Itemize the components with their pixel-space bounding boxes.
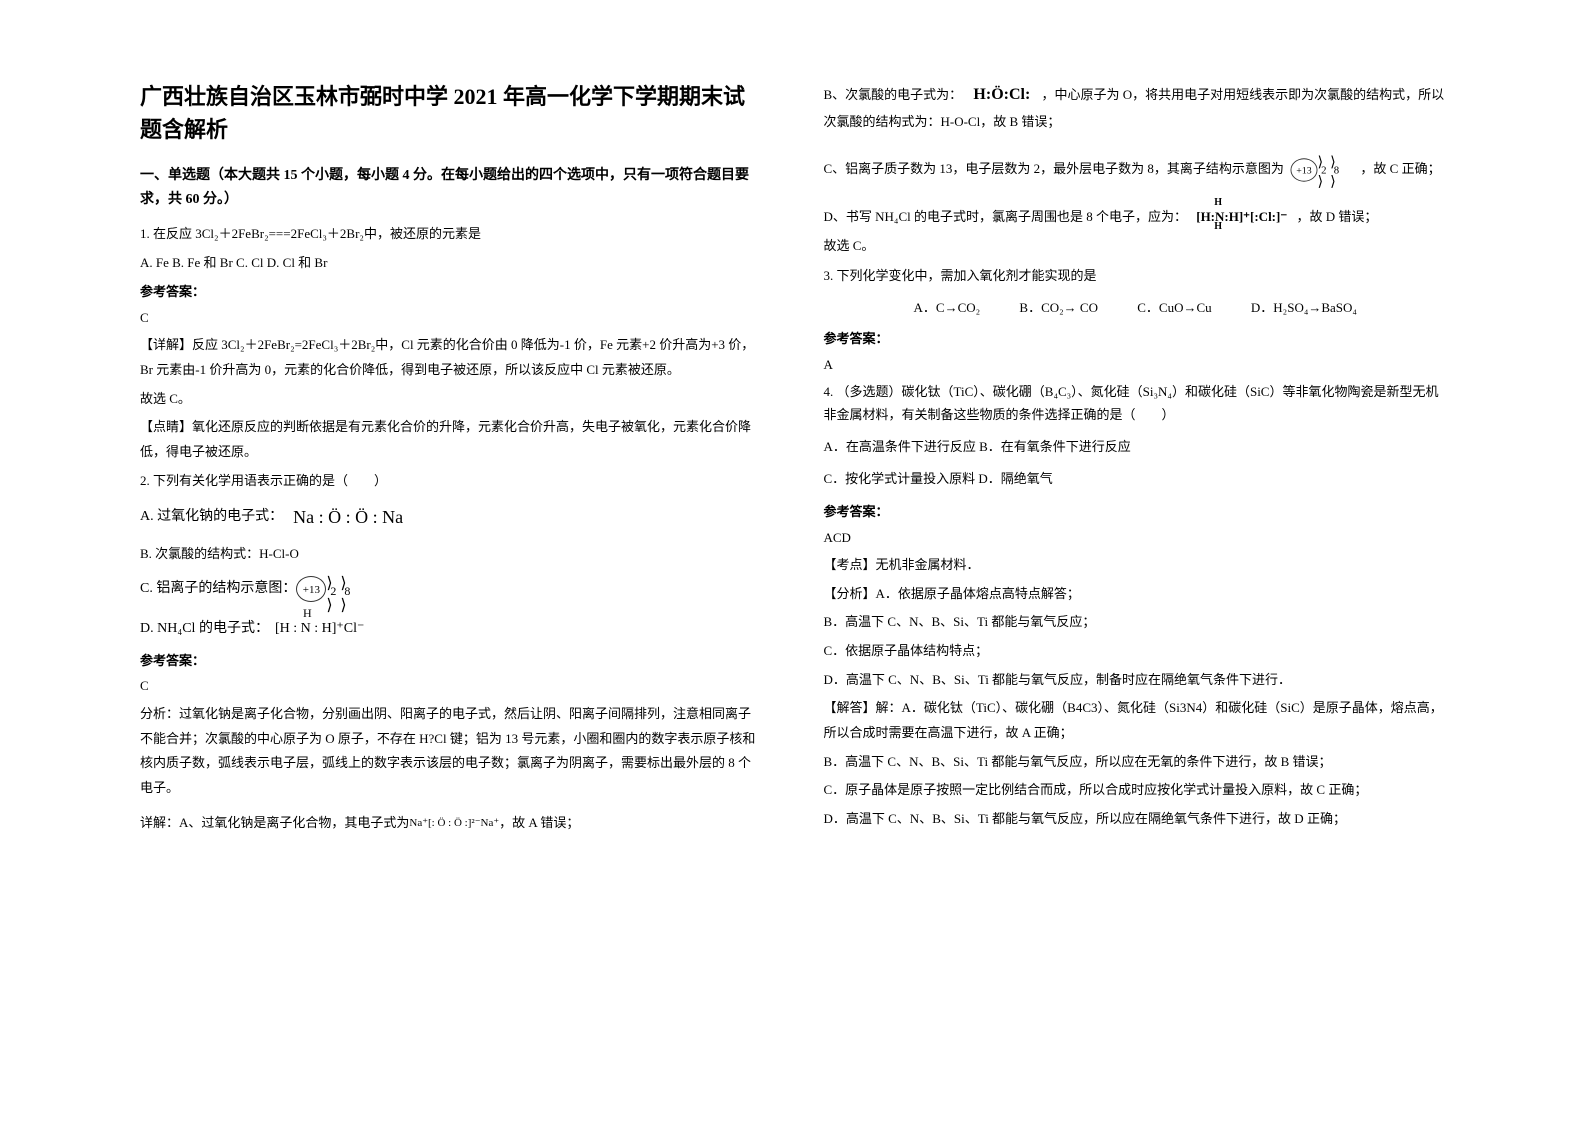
q2-detailB: B、次氯酸的电子式为： H:Ö:Cl: ，中心原子为 O，将共用电子对用短线表示… — [824, 80, 1448, 135]
q4-answer: ACD — [824, 526, 1448, 549]
document-title: 广西壮族自治区玉林市弼时中学 2021 年高一化学下学期期末试题含解析 — [140, 80, 764, 146]
q3-options: A．C→CO₂ B．CO₂→ CO C．CuO→Cu D．H₂SO₄→BaSO₄ — [824, 296, 1448, 319]
q4-jieda-d: D．高温下 C、N、B、Si、Ti 都能与氧气反应，所以应在隔绝氧气条件下进行，… — [824, 807, 1448, 832]
q2-optD-prefix: D. NH₄Cl 的电子式： — [140, 614, 269, 645]
q2-answer: C — [140, 674, 764, 697]
q4-fenxi-c: C．依据原子晶体结构特点； — [824, 639, 1448, 664]
q2-detailA-prefix: 详解：A、过氧化钠是离子化合物，其电子式为 — [140, 815, 409, 830]
nucleus: +13 — [1291, 158, 1318, 181]
q4-optCD: C．按化学式计量投入原料 D．隔绝氧气 — [824, 467, 1448, 492]
q4-optA: A．在高温条件下进行反应 — [824, 439, 976, 454]
shell-1: 2 — [1321, 160, 1326, 181]
q4-optD: D．隔绝氧气 — [978, 471, 1052, 486]
q2-detailC-prefix: C、铝离子质子数为 13，电子层数为 2，最外层电子数为 8，其离子结构示意图为 — [824, 161, 1284, 176]
q3-optA: A．C→CO₂ — [914, 296, 981, 319]
right-column: B、次氯酸的电子式为： H:Ö:Cl: ，中心原子为 O，将共用电子对用短线表示… — [794, 80, 1468, 1082]
shell-1: 2 — [330, 578, 336, 604]
q1-answer: C — [140, 306, 764, 329]
q2-detailD-formula: [H:N:H]⁺[:Cl:]⁻ — [1196, 209, 1287, 224]
section-header: 一、单选题（本大题共 15 个小题，每小题 4 分。在每小题给出的四个选项中，只… — [140, 164, 764, 212]
q3-text: 3. 下列化学变化中，需加入氧化剂才能实现的是 — [824, 264, 1448, 287]
q2-optD-formula: [H : N : H]⁺Cl⁻ — [275, 621, 364, 636]
q1-text: 1. 在反应 3Cl₂＋2FeBr₂===2FeCl₃＋2Br₂中，被还原的元素… — [140, 222, 764, 245]
nucleus: +13 — [296, 576, 326, 602]
q2-optA-prefix: A. 过氧化钠的电子式： — [140, 502, 283, 533]
h-bottom: H — [1214, 217, 1222, 236]
q1-detail: 【详解】反应 3Cl₂＋2FeBr₂=2FeCl₃＋2Br₂中，Cl 元素的化合… — [140, 333, 764, 382]
q2-detailA-suffix: ，故 A 错误； — [499, 815, 579, 830]
q4-fenxi-a: 【分析】A．依据原子晶体熔点高特点解答； — [824, 582, 1448, 607]
q2-optC-prefix: C. 铝离子的结构示意图： — [140, 574, 296, 605]
q2-optA-formula: Na : Ö : Ö : Na — [293, 498, 403, 538]
q3-optC: C．CuO→Cu — [1137, 296, 1211, 319]
q4-answer-label: 参考答案： — [824, 500, 1448, 523]
q2-optD: D. NH₄Cl 的电子式： H [H : N : H]⁺Cl⁻ — [140, 614, 764, 645]
q3-answer: A — [824, 353, 1448, 376]
q4-kaodian: 【考点】无机非金属材料． — [824, 553, 1448, 578]
aluminum-ion-diagram-2: +13 ⟩ ⟩ ⟩ ⟩ 2 8 — [1291, 151, 1354, 189]
left-column: 广西壮族自治区玉林市弼时中学 2021 年高一化学下学期期末试题含解析 一、单选… — [120, 80, 794, 1082]
q2-detailD-prefix: D、书写 NH₄Cl 的电子式时，氯离子周围也是 8 个电子，应为： — [824, 209, 1187, 224]
q2-detailA: 详解：A、过氧化钠是离子化合物，其电子式为Na⁺[: Ö : Ö :]²⁻Na⁺… — [140, 811, 764, 836]
q3-optD: D．H₂SO₄→BaSO₄ — [1251, 296, 1357, 319]
q2-text: 2. 下列有关化学用语表示正确的是（ ） — [140, 469, 764, 492]
q2-detailB-prefix: B、次氯酸的电子式为： — [824, 87, 963, 102]
q3-answer-label: 参考答案： — [824, 327, 1448, 350]
q4-jieda-c: C．原子晶体是原子按照一定比例结合而成，所以合成时应按化学式计量投入原料，故 C… — [824, 778, 1448, 803]
q1-options: A. Fe B. Fe 和 Br C. Cl D. Cl 和 Br — [140, 251, 764, 274]
q4-jieda-b: B．高温下 C、N、B、Si、Ti 都能与氧气反应，所以应在无氧的条件下进行，故… — [824, 750, 1448, 775]
shell-2: 8 — [1334, 160, 1339, 181]
q4-fenxi-b: B．高温下 C、N、B、Si、Ti 都能与氧气反应； — [824, 610, 1448, 635]
h-top: H — [1214, 193, 1222, 212]
q2-optD-top: H — [303, 600, 312, 626]
q2-optA: A. 过氧化钠的电子式： Na : Ö : Ö : Na — [140, 498, 764, 538]
q4-text: 4. （多选题）碳化钛（TiC）、碳化硼（B₄C₃）、氮化硅（Si₃N₄）和碳化… — [824, 380, 1448, 427]
q1-point: 【点睛】氧化还原反应的判断依据是有元素化合价的升降，元素化合价升高，失电子被氧化… — [140, 415, 764, 464]
q2-detailB-formula: H:Ö:Cl: — [973, 86, 1030, 103]
q2-detailC: C、铝离子质子数为 13，电子层数为 2，最外层电子数为 8，其离子结构示意图为… — [824, 149, 1448, 191]
q4-fenxi-d: D．高温下 C、N、B、Si、Ti 都能与氧气反应，制备时应在隔绝氧气条件下进行… — [824, 668, 1448, 693]
q2-detailD-suffix: ，故 D 错误； — [1296, 209, 1377, 224]
q4-optAB: A．在高温条件下进行反应 B．在有氧条件下进行反应 — [824, 435, 1448, 460]
q4-optB: B．在有氧条件下进行反应 — [979, 439, 1131, 454]
shell-2: 8 — [344, 578, 350, 604]
q2-answer-label: 参考答案： — [140, 649, 764, 672]
q2-detailD: D、书写 NH₄Cl 的电子式时，氯离子周围也是 8 个电子，应为： H H [… — [824, 205, 1448, 230]
q2-detailA-formula: Na⁺[: Ö : Ö :]²⁻Na⁺ — [409, 813, 499, 834]
q2-optC: C. 铝离子的结构示意图： +13 ⟩ ⟩ ⟩ ⟩ 2 8 — [140, 568, 764, 610]
q2-detailC-suffix: ，故 C 正确； — [1360, 161, 1440, 176]
q4-jieda-a: 【解答】解：A．碳化钛（TiC）、碳化硼（B4C3）、氮化硅（Si3N4）和碳化… — [824, 696, 1448, 745]
q1-detail2: 故选 C。 — [140, 387, 764, 412]
q2-optB: B. 次氯酸的结构式：H-Cl-O — [140, 542, 764, 567]
q2-conclusion: 故选 C。 — [824, 234, 1448, 259]
q1-answer-label: 参考答案： — [140, 280, 764, 303]
q2-analysis: 分析：过氧化钠是离子化合物，分别画出阴、阳离子的电子式，然后让阴、阳离子间隔排列… — [140, 702, 764, 801]
q4-optC: C．按化学式计量投入原料 — [824, 471, 976, 486]
q3-optB: B．CO₂→ CO — [1019, 296, 1098, 319]
